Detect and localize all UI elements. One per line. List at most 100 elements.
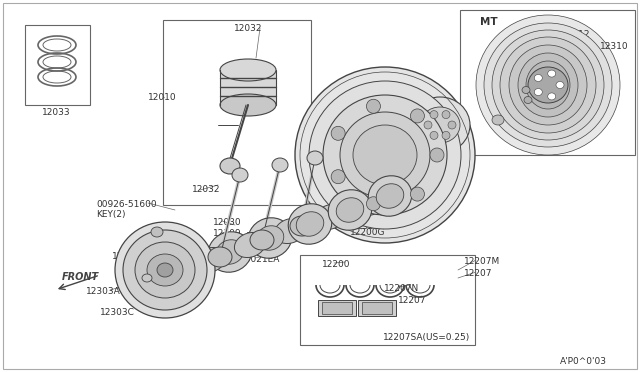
Text: 13021EA: 13021EA: [240, 255, 280, 264]
Ellipse shape: [492, 30, 604, 140]
Ellipse shape: [296, 212, 324, 236]
Text: FRONT: FRONT: [62, 272, 99, 282]
Bar: [362, 302, 392, 314]
Ellipse shape: [323, 95, 447, 215]
Ellipse shape: [484, 23, 612, 147]
Text: 12207: 12207: [398, 296, 426, 305]
Ellipse shape: [442, 131, 450, 140]
Bar: [358, 300, 396, 316]
Ellipse shape: [331, 170, 345, 184]
Ellipse shape: [522, 87, 530, 93]
Ellipse shape: [548, 93, 556, 100]
Ellipse shape: [307, 151, 323, 165]
Ellipse shape: [256, 226, 284, 250]
Ellipse shape: [290, 216, 314, 236]
Text: 12207N: 12207N: [384, 284, 419, 293]
Ellipse shape: [272, 158, 288, 172]
Ellipse shape: [430, 110, 438, 119]
Ellipse shape: [526, 61, 570, 109]
Ellipse shape: [424, 121, 432, 129]
Text: 12310: 12310: [600, 42, 628, 51]
Text: 12310A: 12310A: [577, 66, 612, 75]
Text: 12207: 12207: [464, 269, 493, 278]
Ellipse shape: [220, 59, 276, 81]
Ellipse shape: [232, 168, 248, 182]
Ellipse shape: [524, 96, 532, 103]
Ellipse shape: [275, 218, 305, 244]
Text: 12303C: 12303C: [100, 308, 135, 317]
Ellipse shape: [208, 232, 252, 272]
Ellipse shape: [410, 187, 424, 201]
Ellipse shape: [548, 70, 556, 77]
Ellipse shape: [295, 67, 475, 243]
Text: 12312: 12312: [562, 30, 591, 39]
Text: 12207SA(US=0.25): 12207SA(US=0.25): [383, 333, 470, 342]
Text: 12200A: 12200A: [318, 214, 353, 223]
Ellipse shape: [367, 197, 380, 211]
Ellipse shape: [368, 176, 412, 216]
Text: 12109: 12109: [213, 229, 242, 238]
Text: 12330: 12330: [352, 222, 381, 231]
Ellipse shape: [430, 131, 438, 140]
Ellipse shape: [220, 94, 276, 116]
Ellipse shape: [208, 247, 232, 267]
Text: 12310A: 12310A: [370, 93, 404, 102]
Ellipse shape: [220, 158, 240, 174]
Text: 12030: 12030: [213, 218, 242, 227]
Ellipse shape: [168, 248, 212, 288]
Text: 13021E: 13021E: [246, 232, 280, 241]
Text: 12207M: 12207M: [464, 257, 500, 266]
Bar: [300, 255, 475, 345]
Text: 12111: 12111: [257, 241, 285, 250]
Ellipse shape: [234, 232, 266, 257]
Ellipse shape: [476, 15, 620, 155]
Bar: [322, 302, 352, 314]
Ellipse shape: [195, 247, 225, 273]
Text: 12100: 12100: [143, 242, 172, 251]
Ellipse shape: [331, 126, 345, 140]
Ellipse shape: [492, 115, 504, 125]
Ellipse shape: [442, 110, 450, 119]
Ellipse shape: [355, 190, 385, 215]
Text: 12310E: 12310E: [568, 54, 602, 63]
Ellipse shape: [314, 205, 346, 230]
Ellipse shape: [123, 230, 207, 310]
Text: 12303A: 12303A: [86, 287, 121, 296]
Text: 12200G: 12200G: [350, 228, 385, 237]
Ellipse shape: [216, 240, 244, 264]
Ellipse shape: [151, 227, 163, 237]
Ellipse shape: [509, 45, 587, 125]
Text: 12032: 12032: [192, 185, 221, 194]
Ellipse shape: [353, 125, 417, 185]
Ellipse shape: [430, 148, 444, 162]
Text: 12112: 12112: [182, 264, 211, 273]
Ellipse shape: [518, 53, 578, 117]
Ellipse shape: [142, 274, 152, 282]
Ellipse shape: [135, 242, 195, 298]
Bar: [318, 300, 356, 316]
Text: 12303: 12303: [112, 252, 141, 261]
Text: 12331: 12331: [332, 118, 360, 127]
Text: MT: MT: [480, 17, 498, 27]
Ellipse shape: [410, 109, 424, 123]
Ellipse shape: [147, 254, 183, 286]
Ellipse shape: [288, 204, 332, 244]
Ellipse shape: [420, 107, 460, 143]
Bar: [460, 10, 635, 155]
Text: A'P0^0'03: A'P0^0'03: [560, 357, 607, 366]
Ellipse shape: [250, 230, 274, 250]
Ellipse shape: [534, 89, 542, 96]
Ellipse shape: [528, 67, 568, 103]
Text: 12333: 12333: [355, 132, 383, 141]
Ellipse shape: [556, 81, 564, 89]
Bar: [220, 70, 276, 105]
Ellipse shape: [376, 184, 404, 208]
Text: 12200: 12200: [322, 260, 351, 269]
Ellipse shape: [367, 99, 380, 113]
Text: 32202: 32202: [540, 118, 568, 127]
Bar: [163, 20, 311, 205]
Text: 12032: 12032: [234, 24, 262, 33]
Text: 13021: 13021: [246, 243, 275, 252]
Ellipse shape: [328, 190, 372, 230]
Text: 12111: 12111: [182, 252, 211, 261]
